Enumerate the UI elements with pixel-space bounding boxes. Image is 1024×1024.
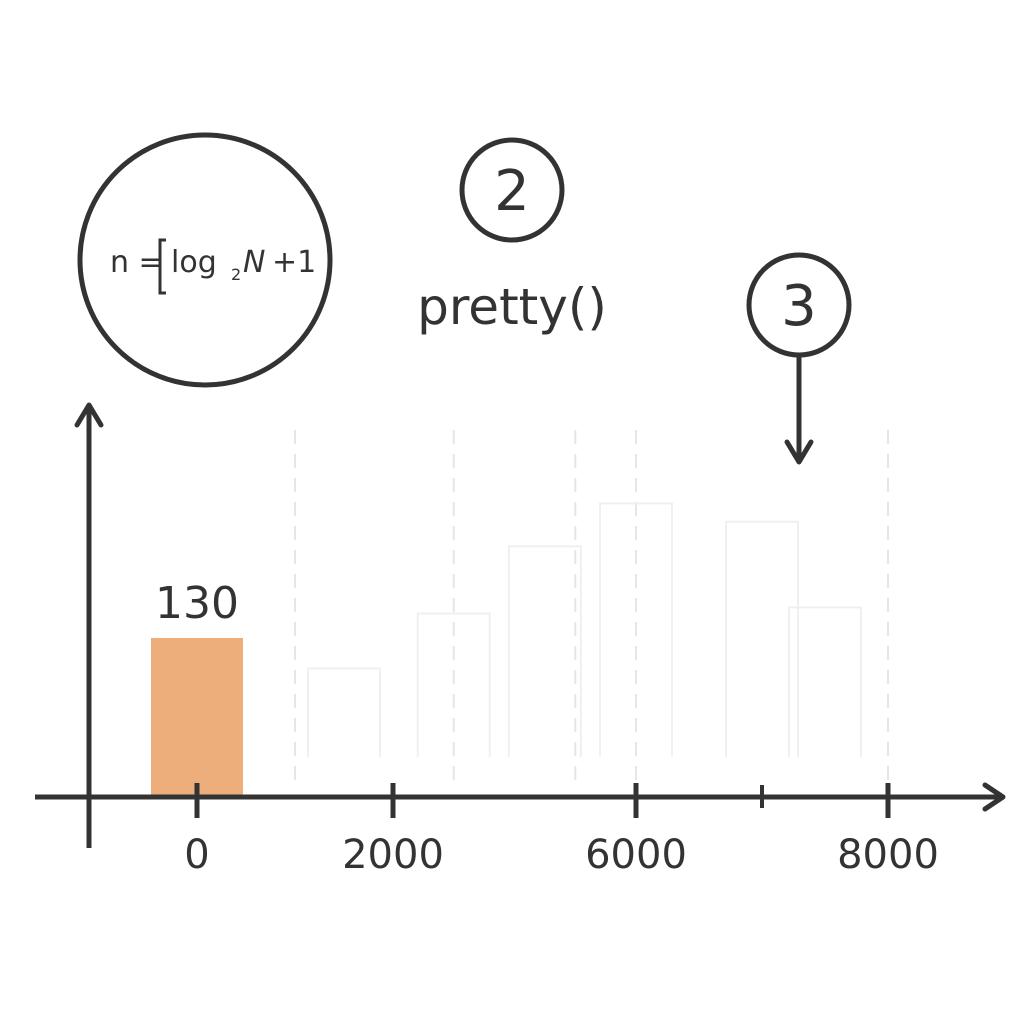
- formula-lhs: n =: [110, 245, 164, 280]
- step-2-number: 2: [494, 159, 530, 224]
- ghost-bars: [307, 502, 862, 757]
- bar-0: [151, 637, 243, 797]
- ghost-bar: [599, 502, 673, 757]
- ghost-bar: [788, 606, 862, 757]
- formula-tail: +1: [272, 245, 316, 280]
- x-axis-arrow-icon: [982, 782, 1006, 812]
- ghost-bar: [507, 545, 582, 757]
- x-tick-label: 6000: [585, 832, 687, 878]
- step-3-circle: [746, 252, 852, 358]
- x-axis-ticks: 0 2000 6000 8000: [184, 783, 939, 878]
- formula-callout: n = log 2 N +1: [77, 132, 333, 388]
- step-3-callout: 3: [746, 252, 852, 465]
- ghost-bar: [416, 612, 491, 757]
- function-label: pretty(): [417, 278, 607, 336]
- y-axis-arrow-icon: [74, 402, 104, 428]
- step-3-number: 3: [781, 274, 817, 339]
- formula-subscript: 2: [231, 265, 241, 284]
- ghost-bar: [307, 667, 381, 757]
- formula-log: log: [171, 245, 217, 280]
- x-tick-label: 2000: [342, 832, 444, 878]
- ghost-bar: [725, 520, 799, 757]
- step-2-circle: [459, 137, 565, 243]
- bar-chart: 130 0 2000 6000 8000: [35, 402, 1006, 878]
- formula-variable: N: [243, 245, 265, 280]
- ghost-gridlines: [294, 430, 889, 790]
- step-2-callout: 2: [459, 137, 565, 243]
- floor-bracket-icon: [158, 238, 166, 295]
- down-arrow-icon: [784, 439, 814, 465]
- x-tick-label: 0: [184, 832, 209, 878]
- x-tick-label: 8000: [837, 832, 939, 878]
- highlighted-bars: 130: [151, 578, 243, 797]
- formula-circle: [77, 132, 333, 388]
- bar-0-value-label: 130: [155, 578, 239, 629]
